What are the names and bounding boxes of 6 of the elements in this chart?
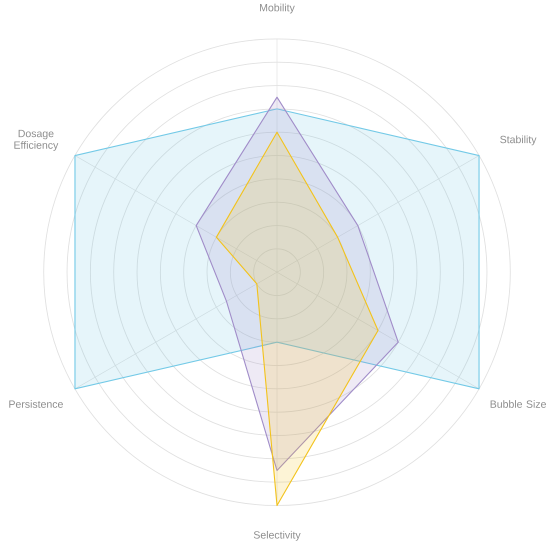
spoke-label: Stability bbox=[500, 135, 536, 146]
spoke-label: Bubble Size bbox=[490, 400, 546, 408]
spoke-label: Persistence bbox=[9, 400, 63, 408]
spoke-label: Selectivity bbox=[254, 530, 301, 541]
spoke-label: Mobility bbox=[260, 3, 295, 14]
spoke-label: Dosage Efficiency bbox=[14, 130, 58, 151]
